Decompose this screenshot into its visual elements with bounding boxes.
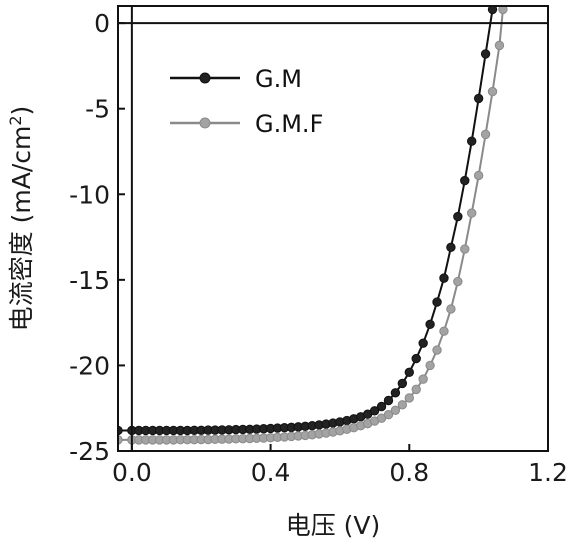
y-tick-label: -10 — [69, 180, 110, 209]
data-point-g-m-f — [426, 361, 434, 369]
data-point-g-m-f — [481, 130, 489, 138]
data-point-g-m — [412, 354, 420, 362]
data-point-g-m-f — [412, 385, 420, 393]
legend: G.M G.M.F — [170, 65, 323, 138]
data-point-g-m — [474, 94, 482, 102]
data-point-g-m — [433, 298, 441, 306]
y-axis-title: 电流密度 (mA/cm2) — [6, 106, 37, 332]
series-line-g-m-f — [118, 9, 503, 439]
legend-marker-gm — [200, 73, 210, 83]
data-point-g-m — [440, 274, 448, 282]
y-tick-label: -20 — [69, 351, 110, 380]
ticks-layer: 0.0 0.4 0.8 1.2 0 -5 -10 -15 -20 -25 — [69, 9, 568, 487]
data-point-g-m — [461, 176, 469, 184]
y-tick-label: -25 — [69, 437, 110, 466]
legend-marker-gmf — [200, 118, 210, 128]
data-point-g-m — [481, 50, 489, 58]
data-point-g-m — [405, 368, 413, 376]
x-tick-label: 0.0 — [112, 458, 152, 487]
data-point-g-m-f — [405, 394, 413, 402]
data-point-g-m-f — [419, 375, 427, 383]
series-line-g-m — [118, 9, 493, 430]
data-point-g-m — [419, 339, 427, 347]
data-point-g-m-f — [398, 401, 406, 409]
data-point-g-m — [384, 396, 392, 404]
data-point-g-m-f — [440, 327, 448, 335]
data-point-g-m-f — [488, 87, 496, 95]
data-point-g-m-f — [454, 277, 462, 285]
data-point-g-m-f — [433, 346, 441, 354]
y-axis-title-main: 电流密度 (mA/cm — [7, 126, 36, 332]
x-tick-label: 0.8 — [389, 458, 429, 487]
data-point-g-m-f — [468, 209, 476, 217]
y-tick-label: -15 — [69, 266, 110, 295]
x-axis-title: 电压 (V) — [286, 511, 381, 540]
data-point-g-m-f — [495, 41, 503, 49]
data-point-g-m-f — [474, 171, 482, 179]
y-tick-label: -5 — [85, 95, 110, 124]
x-tick-label: 1.2 — [528, 458, 568, 487]
y-axis-title-superscript: 2 — [6, 115, 25, 125]
data-point-g-m — [468, 137, 476, 145]
data-point-g-m — [377, 402, 385, 410]
data-point-g-m-f — [391, 406, 399, 414]
y-axis-title-close: ) — [7, 106, 36, 116]
data-point-g-m-f — [461, 245, 469, 253]
data-point-g-m — [398, 379, 406, 387]
data-point-g-m — [454, 212, 462, 220]
series-layer — [114, 5, 507, 444]
data-point-g-m — [447, 243, 455, 251]
x-tick-label: 0.4 — [251, 458, 291, 487]
y-tick-label: 0 — [94, 9, 110, 38]
data-point-g-m — [426, 320, 434, 328]
data-point-g-m-f — [447, 305, 455, 313]
legend-label-gm: G.M — [255, 65, 302, 93]
data-point-g-m — [391, 389, 399, 397]
legend-label-gmf: G.M.F — [255, 110, 323, 138]
